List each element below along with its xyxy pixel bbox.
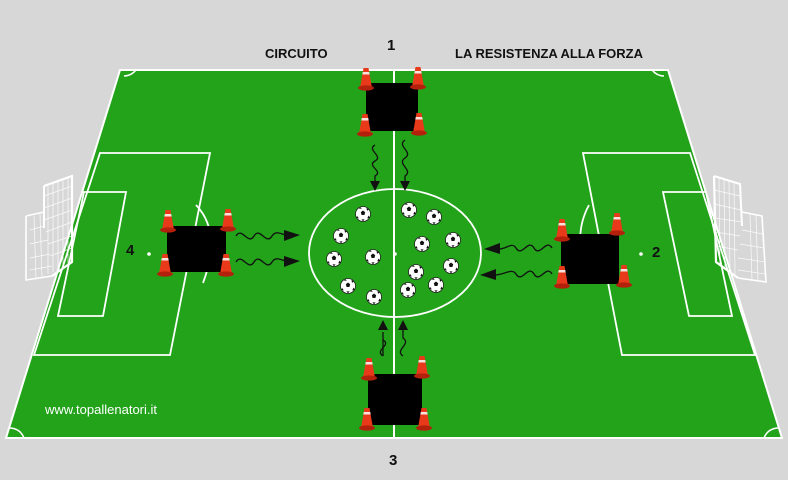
station-1-box <box>366 83 418 131</box>
station-1-label: 1 <box>387 37 396 54</box>
station-2-label: 2 <box>652 244 661 261</box>
station-2-box <box>561 234 619 284</box>
station-3-box <box>368 374 422 425</box>
station-3-label: 3 <box>389 452 398 469</box>
left-penalty-area <box>32 152 212 356</box>
arrow-icon-group <box>235 139 553 357</box>
left-goal-icon <box>25 174 74 281</box>
right-goal-icon <box>712 175 767 283</box>
right-goal-area <box>661 191 734 317</box>
website-watermark: www.topallenatori.it <box>45 402 157 417</box>
station-4-box <box>167 226 226 272</box>
center-circle <box>308 188 482 318</box>
circuit-label: CIRCUITO <box>265 46 328 61</box>
right-penalty-area <box>581 152 757 356</box>
left-goal-area <box>56 191 128 317</box>
drill-title: LA RESISTENZA ALLA FORZA <box>455 46 644 61</box>
station-4-label: 4 <box>126 242 135 259</box>
